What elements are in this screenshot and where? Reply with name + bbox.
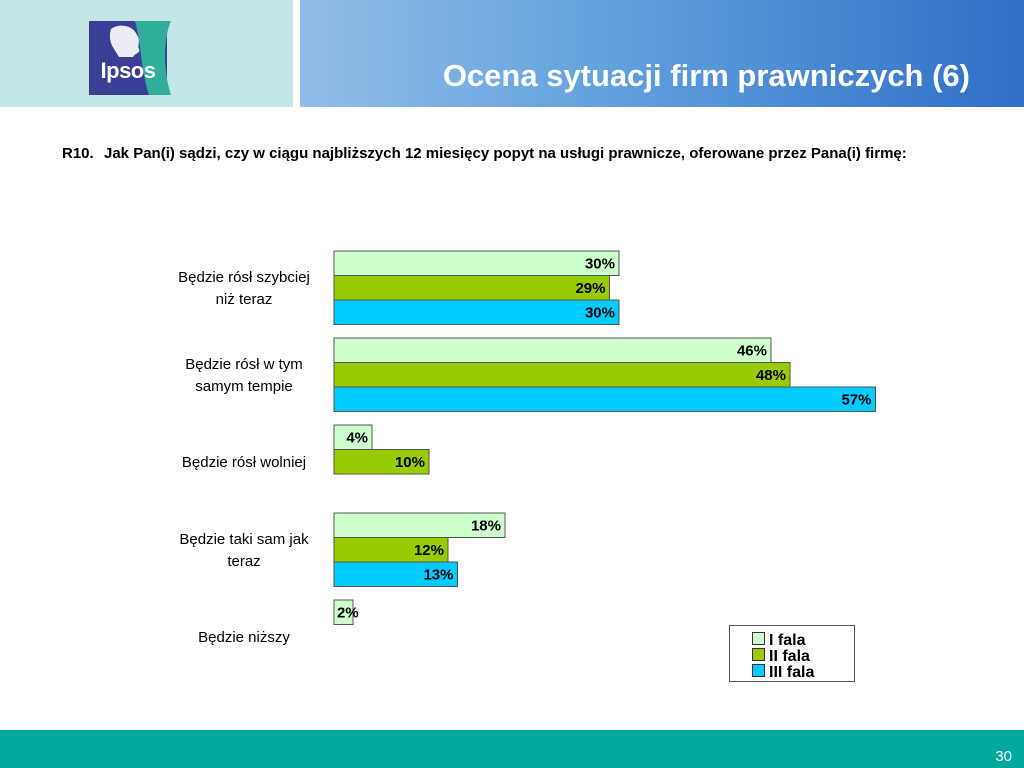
bar-chart: Będzie rósł szybciej niż teraz 30% 29% 30% Bę… [178, 250, 876, 646]
bar-1 [333, 512, 506, 538]
legend-item-i-fala: I fala [752, 632, 806, 649]
footer-bar: 30 [0, 730, 1024, 768]
legend-label-ii-fala: II fala [769, 648, 810, 665]
question-text: Jak Pan(i) sądzi, czy w ciągu najbliższy… [104, 145, 907, 162]
chart-legend: I fala II fala III fala [729, 625, 855, 682]
legend-item-ii-fala: II fala [752, 648, 810, 665]
slide-title: Ocena sytuacji firm prawniczych (6) [442, 58, 970, 93]
category-label: Będzie rósł w tym samym tempie [185, 356, 303, 395]
logo-text: Ipsos [100, 58, 156, 83]
ipsos-logo: Ipsos [89, 21, 171, 95]
bar-3 [333, 299, 620, 325]
ipsos-logo-mark [89, 21, 171, 95]
data-label: 57% [841, 391, 871, 408]
data-label: 30% [585, 255, 615, 272]
data-label: 46% [737, 342, 767, 359]
category-label-line: Będzie rósł szybciej [178, 269, 310, 286]
legend-swatch-i-fala [752, 632, 765, 645]
category-label: Będzie rósł szybciej niż teraz [178, 269, 310, 308]
header-title-bar: Ocena sytuacji firm prawniczych (6) [300, 0, 1024, 107]
legend-label-iii-fala: III fala [769, 664, 815, 681]
data-label: 13% [423, 566, 453, 583]
legend-swatch-iii-fala [752, 664, 765, 677]
data-label: 29% [575, 280, 605, 297]
survey-question: R10. Jak Pan(i) sądzi, czy w ciągu najbl… [62, 144, 962, 163]
legend-item-iii-fala: III fala [752, 664, 815, 681]
category-label-line: Będzie rósł w tym [185, 356, 303, 373]
header-divider [293, 0, 300, 107]
data-label: 30% [585, 304, 615, 321]
legend-swatch-ii-fala [752, 648, 765, 661]
page-number: 30 [995, 748, 1012, 765]
category-label: Będzie niższy [198, 629, 290, 646]
bar-1 [333, 599, 354, 625]
category-label-line: Będzie niższy [198, 629, 290, 646]
legend-label-i-fala: I fala [769, 632, 806, 649]
data-label: 18% [471, 517, 501, 534]
bar-2 [333, 362, 791, 388]
category-label-line: teraz [227, 553, 260, 570]
data-label: 4% [346, 429, 368, 446]
bar-2 [333, 449, 430, 475]
category-label-line: samym tempie [195, 378, 293, 395]
category-label-line: Będzie rósł wolniej [182, 454, 306, 471]
bar-3 [333, 561, 458, 587]
data-label: 48% [756, 367, 786, 384]
data-label: 2% [337, 604, 359, 621]
bar-1 [333, 337, 772, 363]
bar-3 [333, 386, 876, 412]
data-label: 10% [395, 454, 425, 471]
data-label: 12% [414, 542, 444, 559]
category-label: Będzie taki sam jak teraz [179, 531, 309, 570]
bar-1 [333, 250, 620, 276]
category-label-line: Będzie taki sam jak [179, 531, 309, 548]
category-label-line: niż teraz [216, 291, 273, 308]
bar-2 [333, 537, 449, 563]
bar-2 [333, 275, 610, 301]
question-number: R10. [62, 145, 94, 162]
category-label: Będzie rósł wolniej [182, 454, 306, 471]
